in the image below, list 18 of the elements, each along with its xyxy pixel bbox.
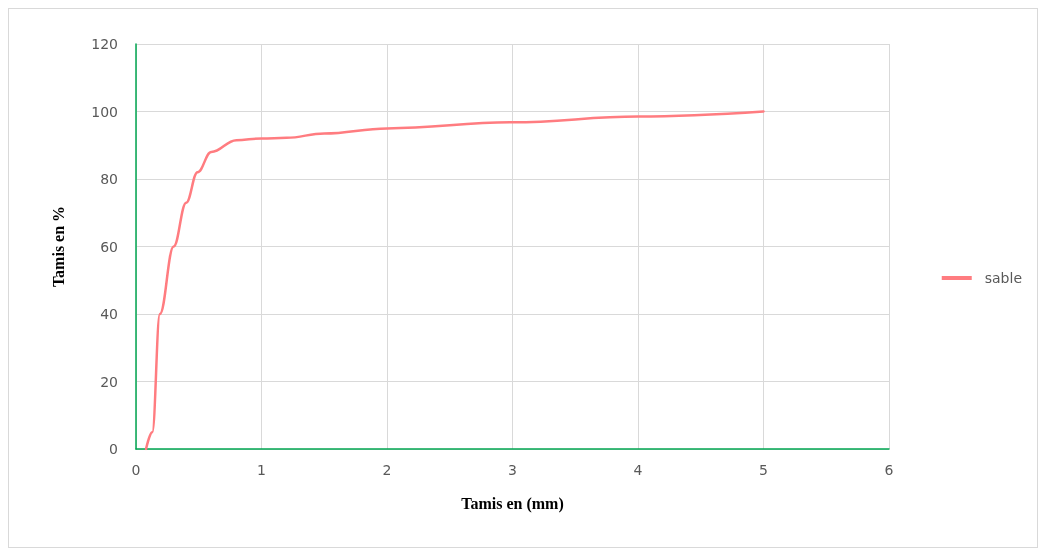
y-tick-label: 80 bbox=[100, 171, 118, 187]
y-tick-label: 60 bbox=[100, 238, 118, 255]
x-tick-label: 3 bbox=[508, 462, 517, 478]
x-tick-label: 6 bbox=[884, 462, 894, 478]
y-tick-label: 120 bbox=[91, 36, 118, 52]
x-tick-label: 2 bbox=[382, 462, 392, 478]
x-axis-title: Tamis en (mm) bbox=[461, 494, 564, 513]
legend-label: sable bbox=[984, 270, 1022, 286]
y-axis-title: Tamis en % bbox=[49, 205, 67, 288]
x-tick-label: 0 bbox=[131, 462, 141, 478]
x-tick-label: 1 bbox=[257, 462, 266, 478]
x-tick-label: 4 bbox=[633, 462, 643, 478]
y-tick-label: 0 bbox=[109, 441, 118, 457]
x-tick-label: 5 bbox=[759, 462, 768, 478]
y-tick-label: 40 bbox=[100, 306, 118, 322]
line-series bbox=[144, 110, 765, 451]
y-tick-label: 20 bbox=[100, 373, 118, 390]
y-tick-label: 100 bbox=[91, 103, 118, 120]
